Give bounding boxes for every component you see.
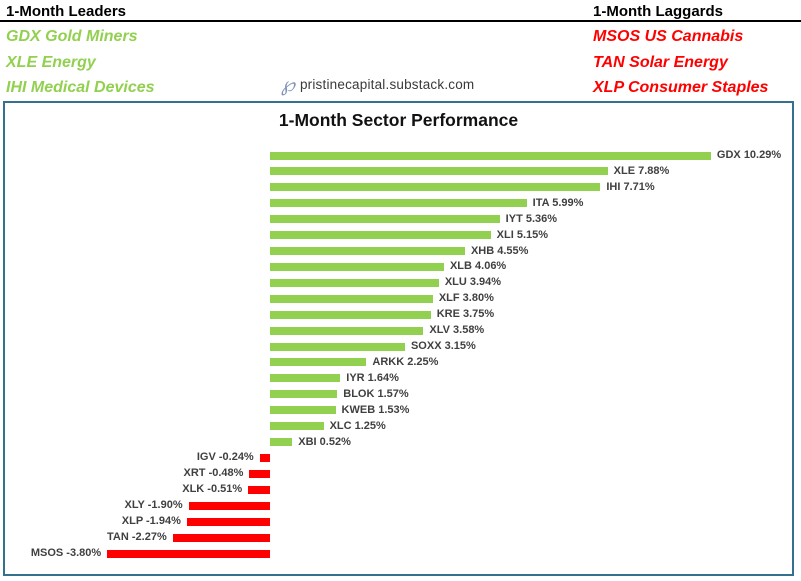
- bar-igv: [259, 453, 270, 462]
- bar-label-arkk: ARKK 2.25%: [372, 355, 439, 368]
- bar-label-xli: XLI 5.15%: [496, 228, 549, 241]
- watermark-url-text: pristinecapital.substack.com: [299, 76, 475, 92]
- bar-ita: [270, 199, 527, 208]
- bar-msos: [107, 549, 270, 558]
- bar-xly: [188, 501, 270, 510]
- bar-label-iyr: IYR 1.64%: [346, 371, 399, 384]
- leader-item-gdx: GDX Gold Miners: [6, 28, 138, 45]
- bar-xhb: [270, 247, 465, 256]
- bar-xlu: [270, 278, 439, 287]
- bar-label-xly: XLY -1.90%: [124, 499, 183, 512]
- laggard-item-xlp: XLP Consumer Staples: [593, 79, 769, 96]
- bar-label-kweb: KWEB 1.53%: [341, 403, 410, 416]
- bar-label-igv: IGV -0.24%: [196, 451, 254, 464]
- header-divider: [0, 20, 801, 22]
- bar-xlk: [248, 485, 270, 494]
- bar-chart-area: GDX 10.29% XLE 7.88% IHI 7.71% ITA 5.99% IYT…: [5, 103, 792, 574]
- leader-item-ihi: IHI Medical Devices: [6, 79, 155, 96]
- bar-label-tan: TAN -2.27%: [107, 531, 167, 544]
- bar-label-xle: XLE 7.88%: [613, 164, 670, 177]
- bar-xrt: [249, 469, 270, 478]
- bar-kweb: [270, 406, 336, 415]
- bar-label-xbi: XBI 0.52%: [298, 435, 351, 448]
- bar-gdx: [270, 151, 711, 160]
- script-p-logo-icon: ℘: [281, 72, 295, 96]
- bar-label-xlc: XLC 1.25%: [329, 419, 386, 432]
- bar-blok: [270, 390, 338, 399]
- bar-xlc: [270, 422, 324, 431]
- bar-label-xrt: XRT -0.48%: [183, 467, 244, 480]
- bar-iyt: [270, 215, 500, 224]
- bar-kre: [270, 310, 431, 319]
- bar-xlp: [186, 517, 270, 526]
- bar-label-kre: KRE 3.75%: [436, 308, 495, 321]
- bar-xle: [270, 167, 608, 176]
- bar-xbi: [270, 438, 293, 447]
- bar-label-soxx: SOXX 3.15%: [410, 340, 476, 353]
- leaders-heading: 1-Month Leaders: [6, 3, 127, 20]
- bar-label-msos: MSOS -3.80%: [30, 547, 102, 559]
- bar-label-iyt: IYT 5.36%: [505, 212, 558, 225]
- watermark: ℘ pristinecapital.substack.com: [281, 74, 474, 94]
- bar-label-xlb: XLB 4.06%: [449, 260, 507, 273]
- bar-label-xlv: XLV 3.58%: [429, 324, 485, 337]
- laggard-item-tan: TAN Solar Energy: [593, 54, 728, 71]
- laggards-heading: 1-Month Laggards: [593, 3, 723, 20]
- bar-label-ita: ITA 5.99%: [532, 196, 584, 209]
- bar-soxx: [270, 342, 405, 351]
- bar-label-gdx: GDX 10.29%: [716, 149, 782, 161]
- chart-title: 1-Month Sector Performance: [278, 110, 519, 130]
- bar-xlv: [270, 326, 424, 335]
- bar-label-xhb: XHB 4.55%: [470, 244, 529, 257]
- bar-label-xlp: XLP -1.94%: [121, 515, 181, 528]
- bar-label-xlu: XLU 3.94%: [444, 276, 502, 289]
- bar-xlf: [270, 294, 433, 303]
- bar-arkk: [270, 358, 367, 367]
- bar-label-blok: BLOK 1.57%: [343, 387, 409, 400]
- bar-iyr: [270, 374, 341, 383]
- bar-xli: [270, 231, 491, 240]
- chart-panel: 1-Month Sector Performance GDX 10.29% XLE…: [3, 101, 794, 576]
- leader-item-xle: XLE Energy: [6, 54, 96, 71]
- bar-label-xlk: XLK -0.51%: [182, 483, 243, 496]
- laggard-item-msos: MSOS US Cannabis: [593, 28, 744, 45]
- bar-label-ihi: IHI 7.71%: [606, 180, 655, 193]
- bar-tan: [172, 533, 270, 542]
- bar-xlb: [270, 262, 444, 271]
- bar-ihi: [270, 183, 601, 192]
- bar-label-xlf: XLF 3.80%: [438, 292, 494, 305]
